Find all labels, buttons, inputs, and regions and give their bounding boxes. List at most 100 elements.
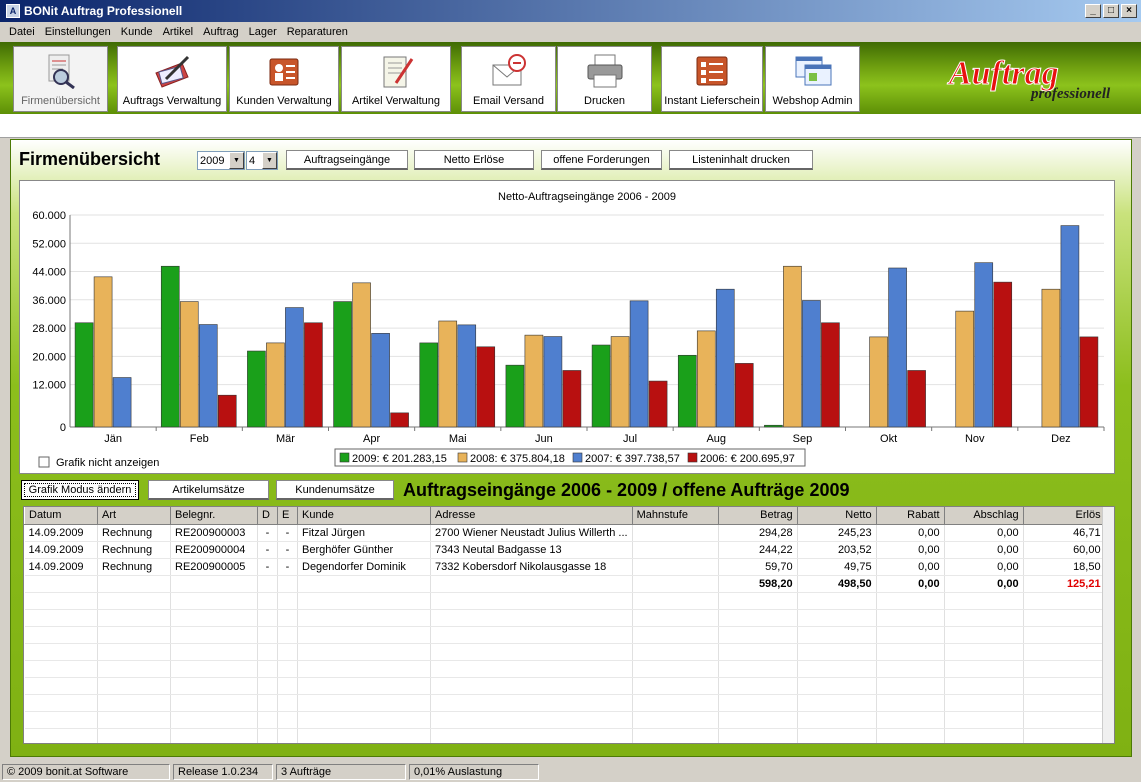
bar-2009-Aug[interactable]: [677, 354, 697, 428]
bar-2008-Okt[interactable]: [869, 336, 888, 428]
bar-2006-Mär[interactable]: [304, 322, 323, 428]
bar-2007-Jun[interactable]: [543, 336, 563, 428]
minimize-button[interactable]: _: [1085, 4, 1101, 18]
bar-2008-Jun[interactable]: [524, 334, 544, 428]
listeninhalt-drucken-button[interactable]: Listeninhalt drucken: [669, 150, 813, 170]
bar-2008-Jul[interactable]: [610, 336, 630, 428]
bar-2008-Jän[interactable]: [93, 276, 113, 428]
vertical-scrollbar[interactable]: [1102, 507, 1114, 743]
column-header[interactable]: Art: [97, 507, 171, 525]
bar-2008-Feb[interactable]: [179, 301, 199, 428]
bar-2009-Jän[interactable]: [74, 322, 94, 428]
bar-2006-Okt[interactable]: [907, 370, 926, 428]
table-row[interactable]: 14.09.2009 Rechnung RE200900005- - Degendorf…: [24, 558, 1106, 576]
table-cell: [944, 643, 1024, 661]
bar-2008-Aug[interactable]: [696, 330, 716, 428]
column-header[interactable]: Netto: [796, 507, 877, 525]
grafik-nicht-anzeigen-checkbox[interactable]: [38, 456, 50, 468]
bar-2007-Okt[interactable]: [888, 267, 907, 428]
bar-2006-Jul[interactable]: [648, 380, 668, 428]
bar-2008-Nov[interactable]: [955, 310, 975, 428]
grafik-modus-button[interactable]: Grafik Modus ändern: [21, 480, 139, 500]
bar-2006-Aug[interactable]: [734, 363, 754, 428]
bar-2008-Sep[interactable]: [783, 265, 802, 428]
bar-2006-Apr[interactable]: [390, 412, 409, 428]
menu-datei[interactable]: Datei: [9, 26, 35, 38]
year-select[interactable]: 2009 ▼: [197, 151, 245, 170]
column-header[interactable]: Kunde: [297, 507, 431, 525]
title-bar[interactable]: A BONit Auftrag Professionell _ □ ×: [0, 0, 1141, 22]
bar-2009-Jun[interactable]: [505, 364, 525, 428]
bar-2007-Mai[interactable]: [457, 324, 477, 428]
bar-2009-Mär[interactable]: [247, 350, 266, 428]
menu-auftrag[interactable]: Auftrag: [203, 26, 239, 38]
orders-table[interactable]: Datum Art Belegnr. D E Kunde Adresse Mahnstufe B…: [23, 506, 1115, 744]
bar-2006-Jun[interactable]: [562, 370, 582, 428]
bar-2007-Apr[interactable]: [371, 333, 390, 428]
bar-2008-Mai[interactable]: [438, 320, 458, 428]
bar-2008-Mär[interactable]: [266, 342, 285, 428]
month-select[interactable]: 4 ▼: [246, 151, 278, 170]
toolbar-artikel-verwaltung-button[interactable]: Artikel Verwaltung: [341, 46, 451, 112]
bar-2007-Jul[interactable]: [629, 300, 649, 428]
table-cell: [97, 626, 171, 644]
bar-2008-Apr[interactable]: [352, 282, 371, 428]
bar-2008-Dez[interactable]: [1041, 288, 1061, 428]
column-header[interactable]: Rabatt: [875, 507, 945, 525]
column-header[interactable]: Mahnstufe: [631, 507, 719, 525]
toolbar-email-versand-button[interactable]: Email Versand: [461, 46, 556, 112]
kundenumsaetze-button[interactable]: Kundenumsätze: [276, 480, 394, 500]
table-cell: [876, 728, 945, 743]
column-header[interactable]: Adresse: [430, 507, 633, 525]
toolbar-webshop-admin-button[interactable]: Webshop Admin: [765, 46, 860, 112]
bar-2006-Mai[interactable]: [476, 346, 496, 428]
bar-2007-Sep[interactable]: [802, 300, 821, 428]
toolbar-auftrags-verwaltung-button[interactable]: Auftrags Verwaltung: [117, 46, 227, 112]
menu-lager[interactable]: Lager: [248, 26, 277, 38]
menu-reparaturen[interactable]: Reparaturen: [286, 26, 348, 38]
bar-2006-Dez[interactable]: [1079, 336, 1099, 428]
bar-2009-Sep[interactable]: [764, 424, 783, 428]
column-header[interactable]: Datum: [24, 507, 98, 525]
menu-kunde[interactable]: Kunde: [120, 26, 153, 38]
table-cell: [24, 677, 98, 695]
bar-2007-Feb[interactable]: [198, 324, 218, 428]
column-header[interactable]: Erlös: [1022, 507, 1106, 525]
bar-2007-Aug[interactable]: [715, 288, 735, 428]
chevron-down-icon[interactable]: ▼: [262, 152, 277, 169]
bar-2009-Jul[interactable]: [591, 344, 611, 428]
toolbar-firmenuebersicht-button[interactable]: Firmenübersicht: [13, 46, 108, 112]
bar-2006-Sep[interactable]: [821, 322, 840, 428]
toolbar-kunden-verwaltung-button[interactable]: Kunden Verwaltung: [229, 46, 339, 112]
offene-forderungen-button[interactable]: offene Forderungen: [541, 150, 662, 170]
bar-2007-Dez[interactable]: [1060, 225, 1080, 428]
bar-2006-Feb[interactable]: [217, 394, 237, 428]
table-row[interactable]: 14.09.2009 Rechnung RE200900003- - Fitzal Jü…: [24, 524, 1106, 542]
column-header[interactable]: D: [257, 507, 278, 525]
column-header[interactable]: Abschlag: [943, 507, 1024, 525]
column-header[interactable]: Belegnr.: [170, 507, 258, 525]
menu-artikel[interactable]: Artikel: [162, 26, 194, 38]
artikelumsaetze-button[interactable]: Artikelumsätze: [148, 480, 269, 500]
toolbar-drucken-button[interactable]: Drucken: [557, 46, 652, 112]
bar-2009-Apr[interactable]: [333, 301, 352, 428]
bar-2009-Feb[interactable]: [160, 265, 180, 428]
netto-erloese-button[interactable]: Netto Erlöse: [414, 150, 534, 170]
toolbar-instant-lieferschein-button[interactable]: Instant Lieferschein: [661, 46, 763, 112]
x-tick-label: Jun: [535, 433, 553, 445]
column-header[interactable]: Betrag: [717, 507, 798, 525]
table-row[interactable]: 14.09.2009 Rechnung RE200900004- - Berghöfer…: [24, 541, 1106, 559]
auftragseingaenge-button[interactable]: Auftragseingänge: [286, 150, 408, 170]
app-icon[interactable]: A: [6, 4, 20, 18]
table-cell: [277, 677, 298, 695]
chevron-down-icon[interactable]: ▼: [229, 152, 244, 169]
close-button[interactable]: ×: [1121, 4, 1137, 18]
bar-2007-Jän[interactable]: [112, 377, 132, 428]
column-header[interactable]: E: [277, 507, 298, 525]
menu-einstellungen[interactable]: Einstellungen: [44, 26, 111, 38]
bar-2007-Mär[interactable]: [285, 307, 304, 428]
bar-2007-Nov[interactable]: [974, 262, 994, 428]
maximize-button[interactable]: □: [1103, 4, 1119, 18]
bar-2006-Nov[interactable]: [993, 281, 1013, 428]
bar-2009-Mai[interactable]: [419, 342, 439, 428]
